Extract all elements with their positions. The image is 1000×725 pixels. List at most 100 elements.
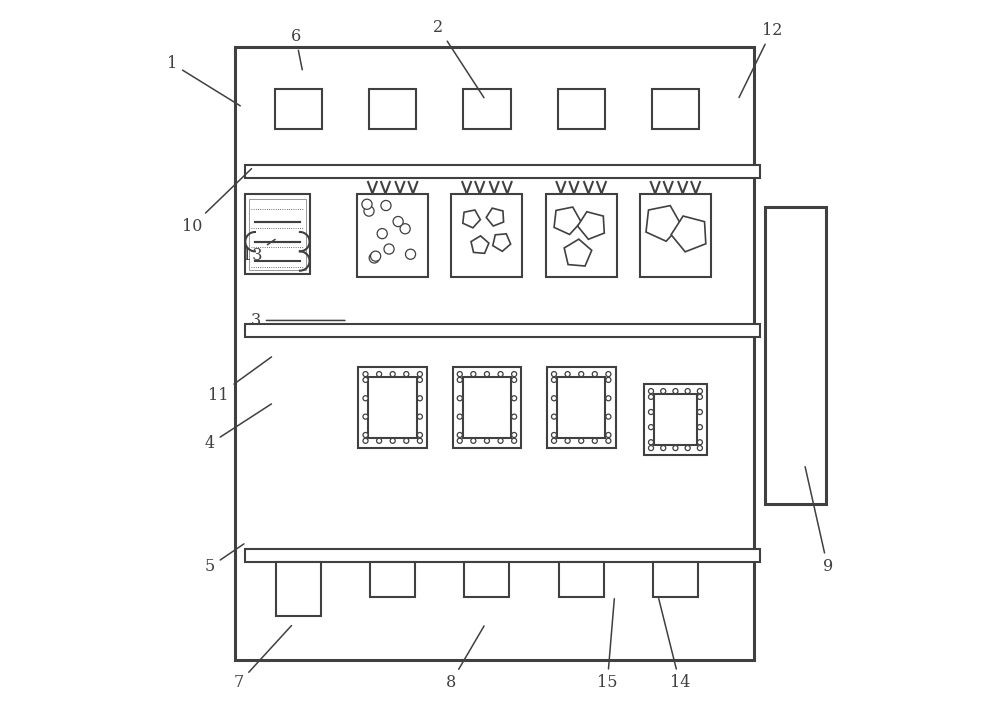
Circle shape	[697, 410, 702, 415]
Circle shape	[579, 438, 584, 444]
Circle shape	[697, 394, 702, 399]
Bar	[559, 562, 604, 597]
Text: 15: 15	[597, 599, 618, 692]
Bar	[640, 194, 711, 277]
Circle shape	[592, 371, 597, 377]
Circle shape	[363, 371, 368, 377]
Text: 6: 6	[290, 28, 302, 70]
Bar	[358, 367, 427, 448]
Circle shape	[673, 389, 678, 394]
Bar	[453, 367, 521, 448]
Circle shape	[404, 438, 409, 444]
Circle shape	[364, 206, 374, 216]
Circle shape	[697, 425, 702, 430]
Circle shape	[377, 438, 382, 444]
Bar	[245, 549, 760, 562]
Circle shape	[390, 438, 395, 444]
Circle shape	[371, 251, 381, 261]
Polygon shape	[493, 234, 511, 252]
Bar	[235, 47, 754, 660]
Bar	[558, 89, 605, 129]
Bar	[451, 194, 522, 277]
Circle shape	[457, 396, 462, 401]
Text: 2: 2	[433, 19, 484, 98]
Circle shape	[512, 378, 517, 383]
Circle shape	[551, 396, 557, 401]
Circle shape	[648, 389, 654, 394]
Circle shape	[417, 432, 422, 438]
Circle shape	[697, 445, 702, 451]
Bar	[245, 324, 760, 337]
Circle shape	[400, 224, 410, 234]
Bar	[275, 89, 322, 129]
Circle shape	[512, 432, 517, 438]
Circle shape	[457, 432, 462, 438]
Circle shape	[484, 371, 489, 377]
Circle shape	[363, 378, 368, 383]
Bar	[357, 194, 428, 277]
Circle shape	[697, 439, 702, 445]
Bar	[463, 377, 511, 438]
Circle shape	[417, 378, 422, 383]
Bar	[654, 394, 697, 445]
Circle shape	[377, 371, 382, 377]
Circle shape	[417, 371, 422, 377]
Circle shape	[648, 394, 654, 399]
Circle shape	[661, 389, 666, 394]
Circle shape	[381, 200, 391, 210]
Circle shape	[512, 414, 517, 419]
Circle shape	[405, 249, 416, 260]
Bar	[765, 207, 826, 504]
Text: 5: 5	[205, 544, 244, 576]
Circle shape	[471, 371, 476, 377]
Circle shape	[393, 217, 403, 227]
Circle shape	[498, 371, 503, 377]
Polygon shape	[646, 206, 681, 241]
Circle shape	[648, 410, 654, 415]
Circle shape	[579, 371, 584, 377]
Circle shape	[457, 378, 462, 383]
Text: 7: 7	[234, 626, 291, 692]
Polygon shape	[463, 210, 480, 228]
Bar	[463, 89, 511, 129]
Circle shape	[498, 438, 503, 444]
Circle shape	[369, 253, 379, 263]
Bar	[652, 89, 699, 129]
Circle shape	[551, 432, 557, 438]
Text: 9: 9	[805, 467, 833, 576]
Polygon shape	[578, 212, 604, 239]
Circle shape	[363, 414, 368, 419]
Text: 4: 4	[205, 404, 271, 452]
Circle shape	[606, 438, 611, 444]
Circle shape	[565, 438, 570, 444]
Circle shape	[648, 439, 654, 445]
Circle shape	[606, 396, 611, 401]
Circle shape	[404, 371, 409, 377]
Text: 13: 13	[242, 239, 275, 264]
Circle shape	[606, 432, 611, 438]
Circle shape	[673, 445, 678, 451]
Circle shape	[457, 371, 462, 377]
Circle shape	[512, 396, 517, 401]
Text: 8: 8	[446, 626, 484, 692]
Bar	[370, 562, 415, 597]
Text: 11: 11	[208, 357, 272, 404]
Circle shape	[457, 438, 462, 444]
Circle shape	[363, 432, 368, 438]
Circle shape	[592, 438, 597, 444]
Bar	[249, 199, 306, 270]
Bar	[644, 384, 707, 455]
Bar	[546, 194, 617, 277]
Bar	[557, 377, 605, 438]
Circle shape	[606, 371, 611, 377]
Circle shape	[606, 414, 611, 419]
Circle shape	[471, 438, 476, 444]
Bar	[547, 367, 616, 448]
Text: 14: 14	[659, 599, 690, 692]
Circle shape	[648, 445, 654, 451]
Text: 3: 3	[251, 312, 345, 329]
Polygon shape	[564, 239, 592, 266]
Bar	[276, 562, 321, 616]
Circle shape	[484, 438, 489, 444]
Circle shape	[606, 378, 611, 383]
